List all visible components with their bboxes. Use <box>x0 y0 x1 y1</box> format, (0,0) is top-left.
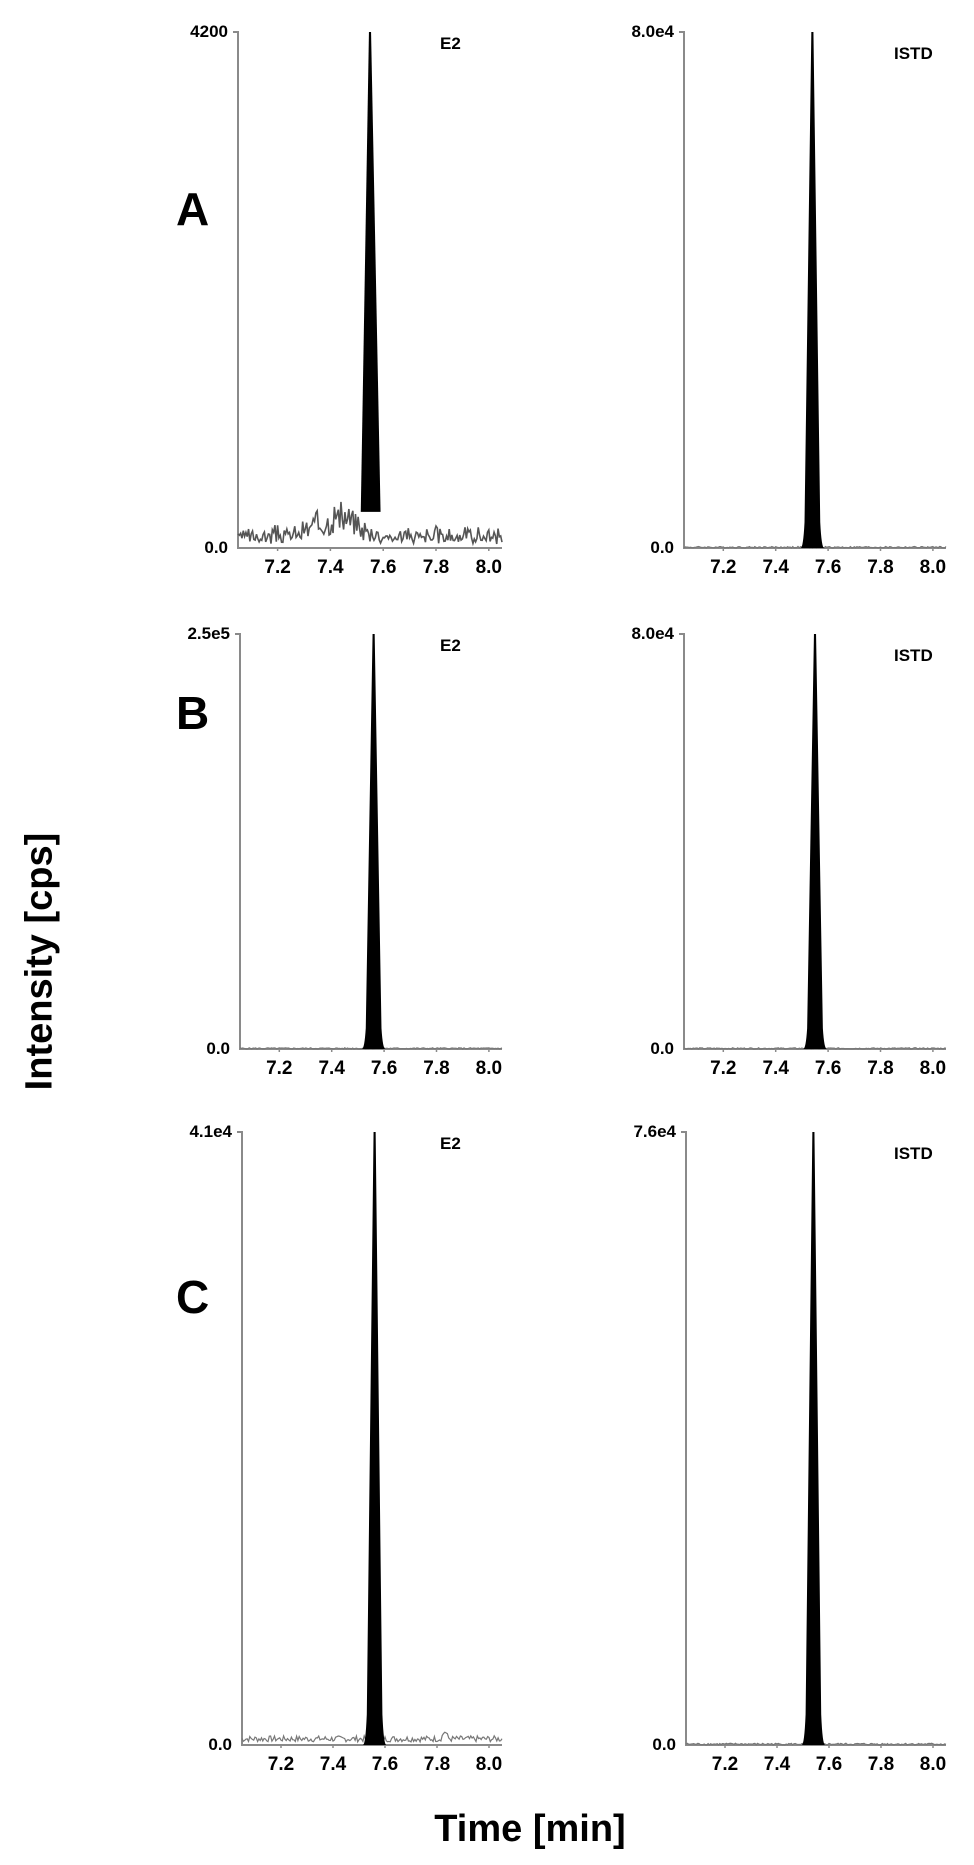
x-tick-label: 7.8 <box>867 1754 895 1775</box>
y-min-label: 0.0 <box>206 1039 230 1058</box>
row-label-c: C <box>176 1271 210 1323</box>
x-tick-label: 7.4 <box>762 1058 789 1079</box>
integrated-peak <box>801 1132 826 1745</box>
y-max-label: 8.0e4 <box>631 22 674 41</box>
x-tick-label: 7.2 <box>710 557 737 578</box>
x-tick-label: 8.0 <box>919 557 947 578</box>
x-tick-label: 7.6 <box>369 557 397 578</box>
row-label-b: B <box>176 687 210 739</box>
x-tick-label: 7.2 <box>711 1754 739 1775</box>
x-tick-label: 7.4 <box>318 1058 345 1079</box>
x-tick-label: 7.8 <box>867 1058 894 1079</box>
analyte-label: E2 <box>440 1134 461 1153</box>
x-tick-label: 7.6 <box>370 1058 398 1079</box>
analyte-label: ISTD <box>894 646 933 665</box>
y-max-label: 2.5e5 <box>187 624 230 643</box>
x-tick-label: 7.8 <box>423 1754 451 1775</box>
x-tick-label: 7.6 <box>815 1754 843 1775</box>
x-tick-label: 8.0 <box>475 557 502 578</box>
x-tick-label: 7.2 <box>710 1058 737 1079</box>
x-tick-label: 7.4 <box>763 1754 791 1775</box>
y-min-label: 0.0 <box>204 538 228 557</box>
y-max-label: 8.0e4 <box>631 624 674 643</box>
x-tick-label: 7.8 <box>422 557 450 578</box>
x-tick-label: 7.4 <box>319 1754 347 1775</box>
analyte-label: E2 <box>440 636 461 655</box>
x-tick-label: 8.0 <box>919 1754 947 1775</box>
x-tick-label: 8.0 <box>475 1754 503 1775</box>
x-tick-label: 7.2 <box>267 1754 295 1775</box>
integrated-peak <box>360 32 381 512</box>
integrated-peak <box>803 634 827 1049</box>
x-tick-label: 7.4 <box>317 557 344 578</box>
integrated-peak <box>362 1132 387 1745</box>
y-max-label: 4.1e4 <box>189 1122 232 1141</box>
y-max-label: 7.6e4 <box>633 1122 676 1141</box>
x-tick-label: 7.8 <box>423 1058 450 1079</box>
x-tick-label: 8.0 <box>475 1058 503 1079</box>
y-max-label: 4200 <box>190 22 228 41</box>
y-min-label: 0.0 <box>650 1039 674 1058</box>
axis-lines <box>233 31 502 549</box>
x-tick-label: 7.6 <box>814 557 842 578</box>
x-axis-title: Time [min] <box>434 1808 626 1850</box>
analyte-label: E2 <box>440 34 461 53</box>
integrated-peak <box>361 634 386 1049</box>
x-tick-label: 7.4 <box>762 557 789 578</box>
x-tick-label: 8.0 <box>919 1058 947 1079</box>
x-tick-label: 7.2 <box>264 557 291 578</box>
integrated-peak <box>800 32 825 548</box>
baseline-trace <box>237 501 503 547</box>
y-min-label: 0.0 <box>208 1735 232 1754</box>
analyte-label: ISTD <box>894 44 933 63</box>
x-tick-label: 7.2 <box>266 1058 293 1079</box>
y-min-label: 0.0 <box>650 538 674 557</box>
x-tick-label: 7.8 <box>867 557 894 578</box>
x-tick-label: 7.6 <box>371 1754 399 1775</box>
analyte-label: ISTD <box>894 1144 933 1163</box>
y-min-label: 0.0 <box>652 1735 676 1754</box>
x-tick-label: 7.6 <box>814 1058 842 1079</box>
row-label-a: A <box>176 183 210 235</box>
